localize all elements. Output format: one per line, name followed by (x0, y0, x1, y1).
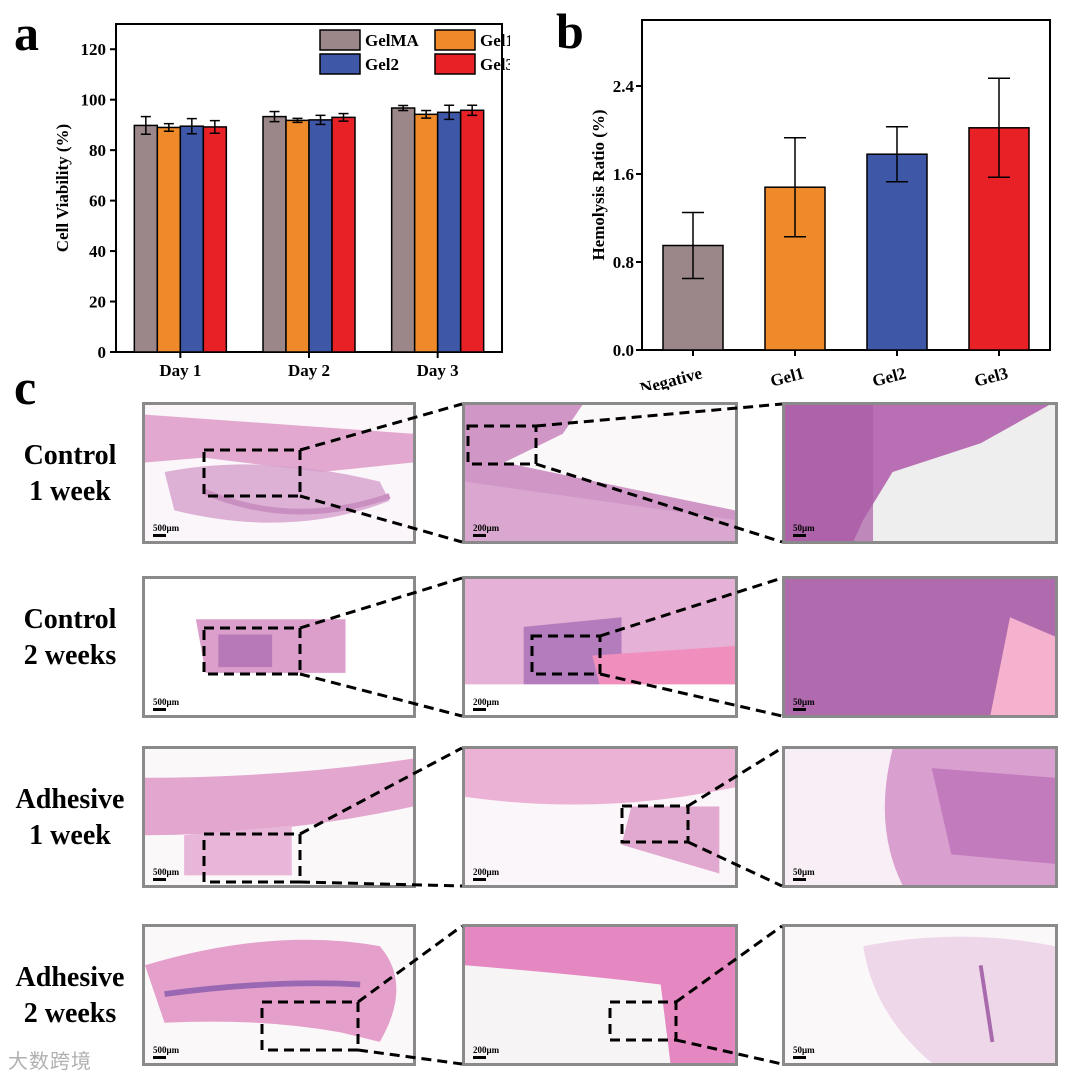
bar-gel3 (202, 126, 228, 353)
bar-gel3 (331, 116, 356, 353)
histology-control-2w-mid: 200μm (462, 576, 738, 718)
hemolysis-ratio-chart: 0.0 0.8 1.6 2.4 Hemolysis Ratio (%) Negative G… (589, 19, 1051, 390)
legend-swatch (434, 53, 476, 75)
bar-gel3 (459, 109, 485, 353)
y-tick-label: 120 (81, 40, 107, 59)
cell-viability-chart: 0 20 40 60 80 100 120 Cell Viability (%) Day 1 Da… (53, 23, 510, 380)
bar-gel1 (413, 113, 439, 353)
bar-gel1 (156, 126, 182, 353)
y-axis-label: Cell Viability (%) (53, 124, 72, 252)
y-tick-label: 0 (98, 343, 107, 362)
row-label-control-2w: Control 2 weeks (23, 604, 117, 671)
y-tick-label: 40 (89, 242, 106, 261)
x-tick-label: Gel2 (870, 364, 908, 390)
panel-a-letter: a (14, 5, 39, 61)
bar-gelma (390, 107, 416, 353)
bar-gel2 (179, 125, 205, 353)
bar-gel1 (285, 119, 310, 353)
watermark: 大数跨境 (8, 1049, 92, 1073)
y-tick-label: 1.6 (613, 165, 634, 184)
bar-gel2 (308, 119, 333, 353)
legend-label: Gel3 (480, 55, 510, 74)
histology-control-1w-high: 50μm (782, 402, 1058, 544)
histology-adhesive-2w-high: 50μm (782, 924, 1058, 1066)
legend-label: GelMA (365, 31, 420, 50)
histology-control-2w-high: 50μm (782, 576, 1058, 718)
bar-gel2 (436, 111, 462, 353)
histology-control-1w-mid: 200μm (462, 402, 738, 544)
plot-frame (641, 19, 1051, 351)
x-tick-label: Day 3 (417, 361, 459, 380)
histology-adhesive-1w-mid: 200μm (462, 746, 738, 888)
x-tick-label: Gel3 (972, 364, 1010, 390)
panel-c-letter: c (14, 359, 37, 415)
bar-negative (662, 244, 724, 351)
y-tick-label: 80 (89, 141, 106, 160)
x-tick-label: Gel1 (768, 364, 806, 390)
y-tick-label: 20 (89, 293, 106, 312)
x-tick-label: Day 1 (159, 361, 201, 380)
y-tick-label: 0.0 (613, 341, 634, 360)
legend-swatch (434, 29, 476, 51)
row-label-control-1w: Control 1 week (23, 440, 117, 507)
row-label-adhesive-2w: Adhesive 2 weeks (15, 962, 125, 1029)
histology-adhesive-1w-low: 500μm (142, 746, 416, 888)
histology-control-1w-low: 500μm (142, 402, 416, 544)
bar-gelma (262, 115, 287, 353)
legend-swatch (319, 53, 361, 75)
histology-control-2w-low: 500μm (142, 576, 416, 718)
y-tick-label: 60 (89, 192, 106, 211)
histology-adhesive-2w-mid: 200μm (462, 924, 738, 1066)
histology-adhesive-2w-low: 500μm (142, 924, 416, 1066)
legend-label: Gel2 (365, 55, 399, 74)
legend-label: Gel1 (480, 31, 510, 50)
row-label-adhesive-1w: Adhesive 1 week (15, 784, 125, 851)
y-axis-label: Hemolysis Ratio (%) (589, 109, 608, 260)
panel-b-letter: b (556, 3, 584, 59)
bar-gel2 (866, 153, 928, 351)
x-tick-label: Day 2 (288, 361, 330, 380)
histology-adhesive-1w-high: 50μm (782, 746, 1058, 888)
y-tick-label: 0.8 (613, 253, 634, 272)
y-tick-label: 2.4 (613, 77, 635, 96)
legend-swatch (319, 29, 361, 51)
x-tick-label: Negative (638, 363, 704, 390)
y-tick-label: 100 (81, 91, 107, 110)
bar-gelma (133, 124, 159, 353)
